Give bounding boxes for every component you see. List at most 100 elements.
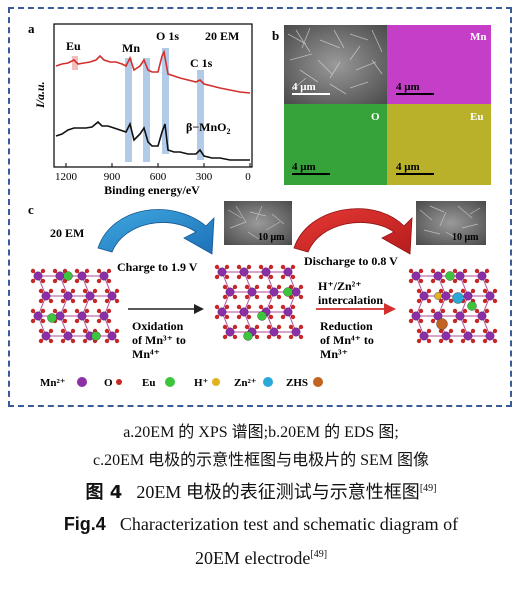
eu-atom [47,313,57,323]
caption-en-title-1: Characterization test and schematic diag… [119,514,459,534]
oxygen-atom [482,288,488,294]
xps-x-axis-label: Binding energy/eV [104,183,200,197]
lattice-initial [30,268,120,344]
xps-tick-0: 0 [245,171,251,183]
eds-label-eu: Eu [470,111,483,123]
charge-arrow [97,209,215,255]
oxygen-atom [40,308,46,314]
spectrum-beta-mno2 [55,120,250,161]
oxygen-atom [38,298,44,304]
oxygen-atom [268,274,274,280]
legend-h-marker [212,378,220,386]
mn-atom [485,331,495,341]
oxygen-atom [430,318,436,324]
oxidation-line-2: of Mn³⁺ to [132,333,186,347]
caption-en-line-2: 20EM electrode[49] [0,548,522,569]
legend-o-marker [116,379,122,385]
sem-inset-discharged [416,201,486,245]
mn-atom [225,327,235,337]
zhs-particle [436,318,448,330]
oxygen-atom [492,298,498,304]
oxygen-atom [48,298,54,304]
mn-atom [85,291,95,301]
oxygen-atom [38,328,44,334]
caption-cn-fig: 图 4 [85,482,123,503]
oxygen-atom [452,318,458,324]
oxygen-atom [474,318,480,324]
xps-x-ticks: 1200 900 600 300 0 [55,163,251,183]
oxygen-atom [452,268,458,274]
oxygen-atom [60,328,66,334]
oxygen-atom [448,288,454,294]
oxygen-atom [84,308,90,314]
caption-line-b: c.20EM 电极的示意性框图与电极片的 SEM 图像 [92,452,429,469]
oxygen-atom [426,288,432,294]
caption-cn: 图 4 20EM 电极的表征测试与示意性框图[49] [0,478,522,504]
oxygen-atom [96,308,102,314]
eu-atom [445,271,455,281]
eds-scale-eu: 4 μm [396,161,420,173]
oxygen-atom [84,268,90,274]
oxygen-atom [236,274,242,280]
mn-atom [477,271,487,281]
mn-atom [107,291,117,301]
oxygen-atom [438,298,444,304]
eu-atom [63,271,73,281]
oxygen-atom [470,338,476,344]
oxygen-atom [448,298,454,304]
oxygen-atom [452,278,458,284]
oxygen-atom [266,284,272,290]
eu-atom [91,331,101,341]
eds-scale-o: 4 μm [292,161,316,173]
oxygen-atom [70,338,76,344]
legend-eu-label: Eu [142,377,155,389]
oxygen-atom [408,318,414,324]
oxygen-atom [244,324,250,330]
eds-tile-eu [387,104,491,185]
oxygen-atom [408,268,414,274]
mn-atom [55,271,65,281]
oxygen-atom [276,284,282,290]
oxygen-atom [268,304,274,310]
oxygen-atom [106,278,112,284]
mn-atom [441,291,451,301]
oxygen-atom [92,298,98,304]
lattice-discharged [408,268,498,344]
oxygen-atom [236,304,242,310]
charge-label: Charge to 1.9 V [117,260,198,274]
eu-atom [283,287,293,297]
oxygen-atom [52,268,58,274]
oxygen-atom [418,278,424,284]
oxygen-atom [104,298,110,304]
mn-atom [269,287,279,297]
oxygen-atom [96,318,102,324]
xps-tick-1200: 1200 [55,171,78,183]
oxygen-atom [482,298,488,304]
eds-label-mn: Mn [470,31,487,43]
mn-atom [441,331,451,341]
oxygen-atom [438,288,444,294]
oxygen-atom [244,284,250,290]
oxygen-atom [298,294,304,300]
oxygen-atom [482,328,488,334]
oxygen-atom [462,278,468,284]
intercalation-line-2: intercalation [318,293,383,307]
oxygen-atom [276,334,282,340]
oxygen-atom [460,328,466,334]
oxygen-atom [214,274,220,280]
mn-atom [291,327,301,337]
oxygen-atom [40,318,46,324]
oxygen-atom [224,304,230,310]
oxygen-atom [290,304,296,310]
oxygen-atom [452,308,458,314]
oxygen-atom [276,294,282,300]
oxygen-atom [492,328,498,334]
oxygen-atom [214,314,220,320]
peak-band-eu [72,56,78,70]
reduction-line-3: Mn³⁺ [320,347,348,361]
oxygen-atom [258,274,264,280]
lattice-charged [214,264,304,341]
oxygen-atom [70,328,76,334]
oxygen-atom [426,338,432,344]
oxygen-atom [438,338,444,344]
